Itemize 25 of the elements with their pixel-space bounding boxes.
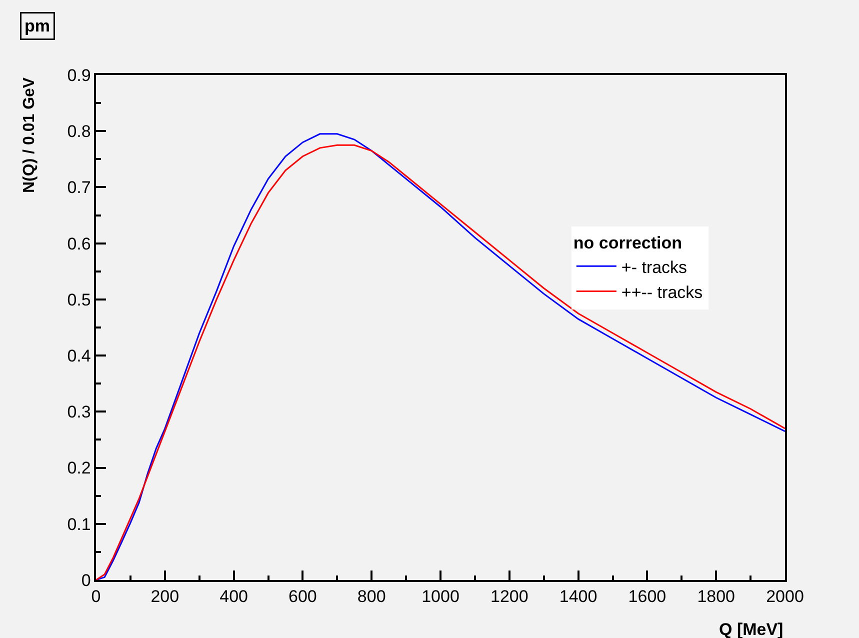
y-axis-title: N(Q) / 0.01 GeV	[21, 77, 38, 193]
y-tick-label: 0.7	[67, 178, 91, 198]
y-tick-label: 0.1	[67, 514, 91, 534]
y-tick-label: 0	[81, 570, 91, 590]
x-tick-label: 1400	[559, 587, 598, 606]
x-tick-label: 2000	[766, 587, 804, 606]
x-tick-label: 800	[357, 587, 386, 606]
x-tick-label: 1600	[628, 587, 666, 606]
x-tick-label: 1200	[490, 587, 528, 606]
x-tick-label: 600	[288, 587, 317, 606]
y-tick-label: 0.3	[67, 402, 91, 422]
y-tick-label: 0.6	[67, 234, 91, 254]
y-tick-label: 0.4	[67, 346, 91, 366]
legend-title: no correction	[573, 234, 682, 253]
chart-title: pm	[24, 16, 50, 36]
x-tick-label: 1800	[697, 587, 736, 606]
x-tick-label: 400	[220, 587, 248, 606]
x-tick-label: 1000	[422, 587, 460, 606]
y-tick-label: 0.2	[67, 458, 91, 478]
x-tick-label: 200	[150, 587, 180, 606]
y-tick-label: 0.8	[67, 122, 91, 142]
y-tick-label: 0.5	[67, 290, 91, 310]
y-tick-label: 0.9	[67, 66, 91, 85]
legend-label: +- tracks	[621, 258, 688, 277]
legend-label: ++-- tracks	[621, 282, 703, 302]
